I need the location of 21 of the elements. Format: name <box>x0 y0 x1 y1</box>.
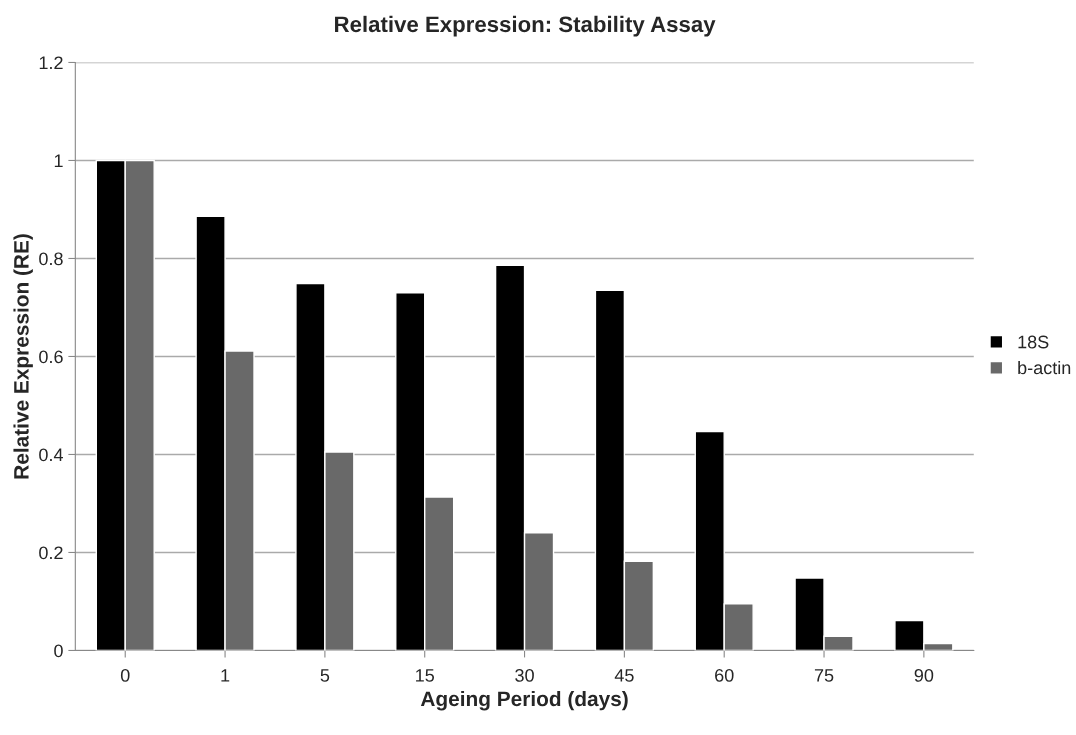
x-tick-label: 5 <box>320 669 330 682</box>
x-tick-label: 60 <box>715 669 734 682</box>
x-tick-label: 0 <box>120 669 130 682</box>
y-tick-label: 1 <box>54 154 63 168</box>
x-tick-label: 30 <box>515 669 534 682</box>
y-tick-label: 0.8 <box>39 252 63 266</box>
x-tick-label: 1 <box>221 669 230 682</box>
legend-label: b-actin <box>1018 360 1071 375</box>
x-tick-label: 15 <box>416 669 435 682</box>
y-tick-label: 0.4 <box>39 448 63 462</box>
y-tick-label: 0 <box>54 644 63 658</box>
x-tick-label: 45 <box>614 669 634 682</box>
x-axis-title: Ageing Period (days) <box>420 690 628 711</box>
x-tick-label: 75 <box>814 669 834 682</box>
x-tick-label: 90 <box>914 669 934 682</box>
y-axis-title: Relative Expression (RE) <box>13 234 33 479</box>
y-tick-label: 1.2 <box>39 56 63 70</box>
chart-title: Relative Expression: Stability Assay <box>335 15 716 37</box>
legend-label: 18S <box>1018 335 1049 349</box>
y-tick-label: 0.6 <box>39 350 63 364</box>
y-tick-label: 0.2 <box>39 546 63 560</box>
